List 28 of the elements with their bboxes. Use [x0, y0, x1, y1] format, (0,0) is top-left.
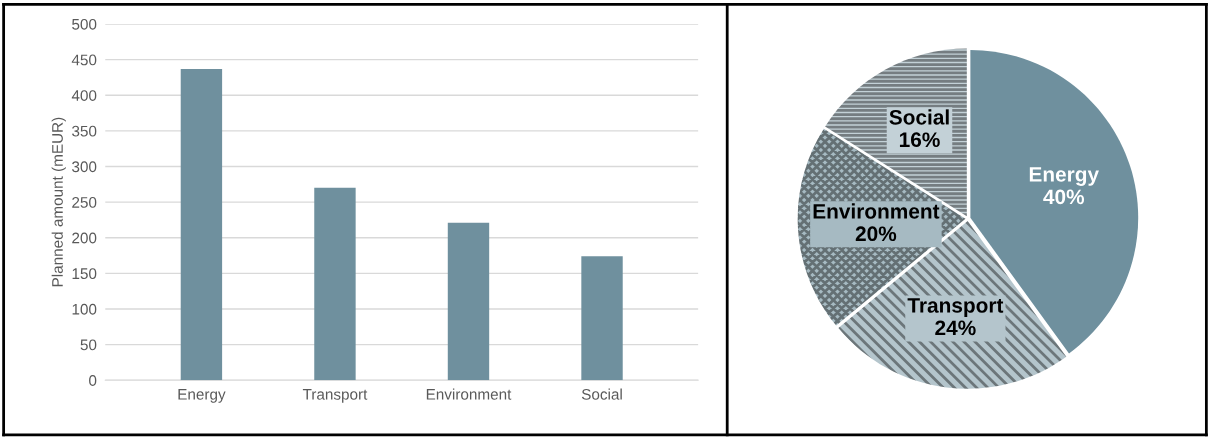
bar — [447, 222, 490, 381]
x-tick-label: Transport — [302, 389, 368, 403]
y-tick-label: 500 — [72, 18, 97, 30]
slice-label: Social — [889, 109, 949, 125]
slice-label: Environment — [813, 203, 940, 219]
data-label: 20% — [855, 226, 897, 242]
y-tick-label: 50 — [80, 339, 97, 351]
y-tick-label: 200 — [72, 232, 97, 244]
y-tick-label: 0 — [89, 375, 97, 386]
y-tick-label: 450 — [71, 54, 97, 66]
bar — [581, 256, 623, 381]
slice-label: Transport — [907, 298, 1004, 317]
data-label: 16% — [899, 132, 940, 148]
y-tick-label: 100 — [72, 303, 97, 315]
y-axis-title: Planned amount (mEUR) — [51, 117, 66, 287]
x-tick-label: Energy — [178, 389, 226, 403]
slice-label: Energy — [1029, 167, 1099, 186]
y-tick-label: 400 — [71, 90, 97, 101]
x-tick-label: Environment — [426, 388, 512, 400]
bar — [314, 187, 356, 381]
data-label: 24% — [935, 320, 976, 336]
y-tick-label: 250 — [72, 196, 97, 208]
y-tick-label: 300 — [72, 161, 97, 173]
y-tick-label: 350 — [72, 125, 97, 137]
bar — [180, 68, 223, 381]
y-tick-label: 150 — [72, 268, 97, 280]
data-label: 40% — [1043, 189, 1085, 205]
x-tick-label: Social — [581, 388, 622, 400]
